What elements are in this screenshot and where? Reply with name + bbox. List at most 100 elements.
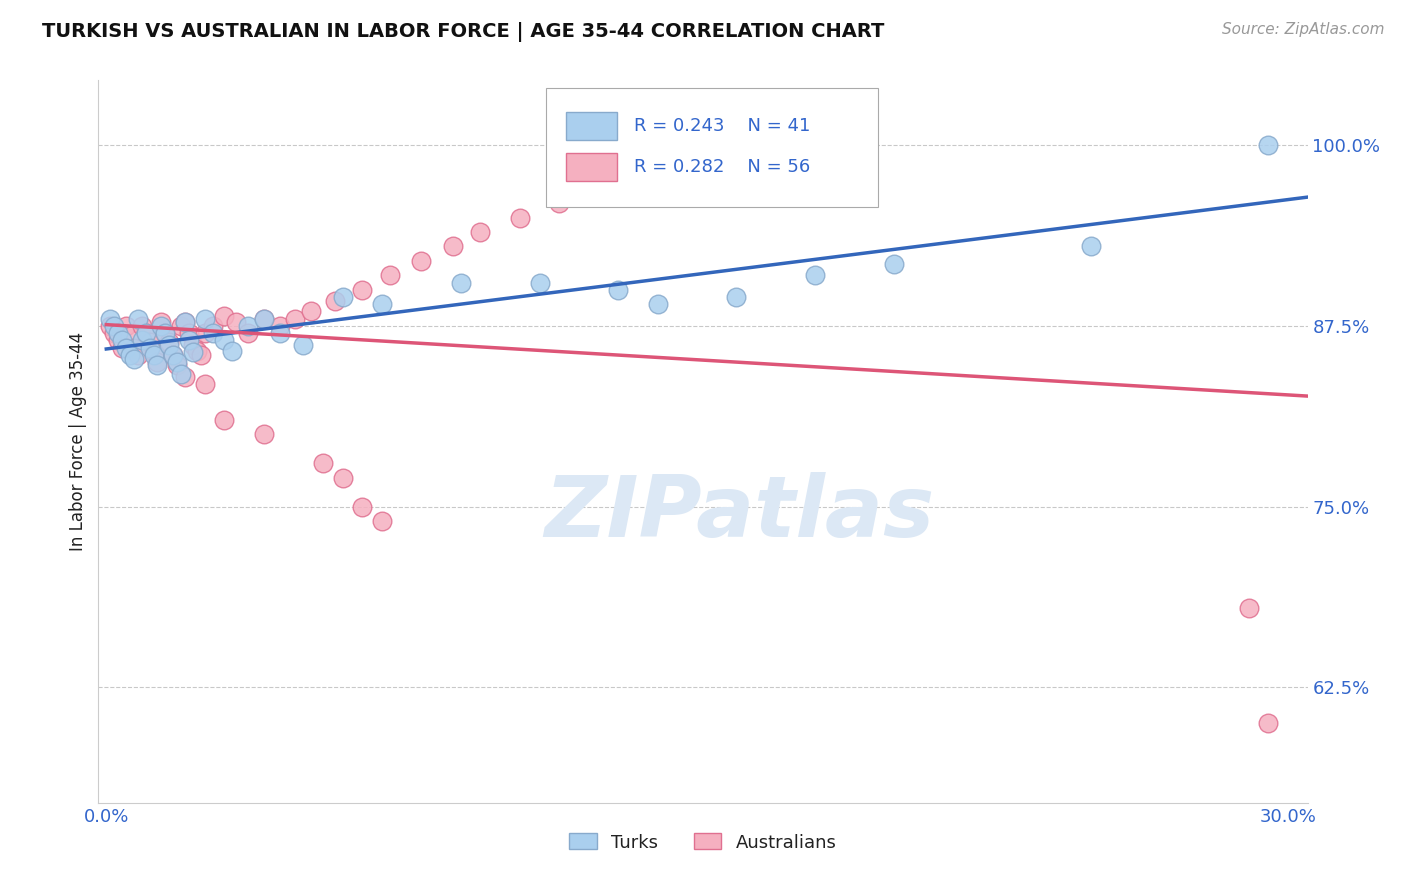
Point [352, 500, 374, 514]
Point [607, 283, 630, 297]
Text: TURKISH VS AUSTRALIAN IN LABOR FORCE | AGE 35-44 CORRELATION CHART: TURKISH VS AUSTRALIAN IN LABOR FORCE | A… [42, 22, 884, 42]
Point [103, 318, 125, 333]
Point [181, 345, 204, 359]
Point [1257, 716, 1279, 731]
Point [194, 326, 217, 340]
Point [174, 315, 197, 329]
Point [225, 315, 247, 329]
Point [332, 290, 354, 304]
Point [299, 304, 322, 318]
Point [142, 348, 165, 362]
Point [269, 318, 291, 333]
Point [269, 326, 291, 340]
Point [107, 334, 129, 348]
Point [174, 315, 197, 329]
Point [162, 348, 184, 362]
Point [588, 189, 610, 203]
Text: Source: ZipAtlas.com: Source: ZipAtlas.com [1222, 22, 1385, 37]
Point [118, 348, 141, 362]
Y-axis label: In Labor Force | Age 35-44: In Labor Force | Age 35-44 [69, 332, 87, 551]
FancyBboxPatch shape [567, 153, 617, 181]
Point [253, 311, 276, 326]
Point [103, 326, 125, 340]
FancyBboxPatch shape [567, 112, 617, 139]
Point [150, 318, 173, 333]
Point [201, 326, 224, 340]
Point [1237, 600, 1260, 615]
Point [647, 297, 669, 311]
Point [135, 326, 157, 340]
Point [253, 427, 276, 442]
Point [221, 343, 243, 358]
Point [142, 345, 165, 359]
Point [146, 355, 169, 369]
Point [548, 196, 571, 211]
Point [194, 376, 217, 391]
FancyBboxPatch shape [546, 87, 879, 207]
Point [1257, 138, 1279, 153]
Point [170, 318, 193, 333]
Point [127, 348, 149, 362]
Point [181, 337, 204, 351]
Point [174, 369, 197, 384]
Point [138, 334, 160, 349]
Point [98, 311, 121, 326]
Point [166, 358, 188, 372]
Point [312, 456, 335, 470]
Point [470, 225, 492, 239]
Point [529, 276, 551, 290]
Point [111, 341, 134, 355]
Point [127, 311, 149, 326]
Point [115, 318, 138, 333]
Point [186, 343, 208, 358]
Point [214, 413, 236, 427]
Point [371, 297, 394, 311]
Point [292, 337, 315, 351]
Point [155, 326, 177, 340]
Point [131, 334, 153, 348]
Text: ZIPatlas: ZIPatlas [544, 472, 935, 556]
Point [441, 239, 464, 253]
Point [138, 341, 160, 355]
Point [150, 315, 173, 329]
Point [98, 318, 121, 333]
Text: R = 0.243    N = 41: R = 0.243 N = 41 [634, 117, 810, 135]
Point [509, 211, 531, 225]
Point [725, 290, 748, 304]
Point [284, 311, 307, 326]
Point [1080, 239, 1102, 253]
Point [118, 329, 141, 343]
Point [170, 367, 193, 381]
Point [146, 358, 169, 372]
Point [201, 318, 224, 333]
Point [332, 471, 354, 485]
Point [371, 514, 394, 528]
Point [352, 283, 374, 297]
Point [666, 167, 689, 181]
Point [450, 276, 472, 290]
Point [804, 268, 827, 283]
Point [323, 294, 346, 309]
Point [115, 341, 138, 355]
Point [411, 253, 433, 268]
Point [131, 318, 153, 333]
Point [725, 153, 748, 167]
Point [177, 334, 200, 348]
Point [627, 182, 650, 196]
Point [135, 326, 157, 340]
Point [883, 257, 905, 271]
Point [166, 355, 188, 369]
Point [236, 318, 259, 333]
Point [214, 334, 236, 348]
Point [214, 309, 236, 323]
Point [236, 326, 259, 340]
Point [122, 352, 145, 367]
Point [378, 268, 401, 283]
Point [253, 311, 276, 326]
Point [157, 337, 180, 351]
Point [155, 326, 177, 340]
Point [194, 311, 217, 326]
Point [177, 326, 200, 340]
Point [162, 348, 184, 362]
Point [122, 341, 145, 355]
